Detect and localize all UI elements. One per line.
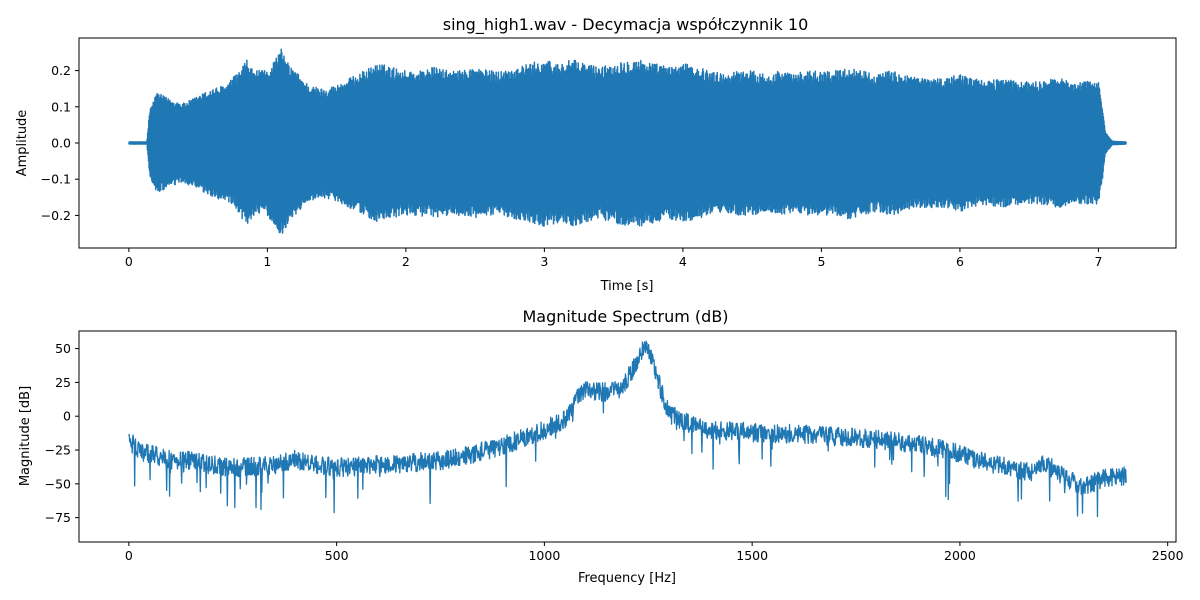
x-tick-label: 7 [1094,254,1102,269]
waveform-series-line [128,48,1127,234]
y-tick-label: −75 [45,510,71,525]
y-tick-label: 50 [55,341,71,356]
spectrum-data [128,340,1127,518]
x-tick-label: 6 [956,254,964,269]
y-tick-label: 0.0 [51,136,71,151]
waveform-x-ticks: 0 1 2 3 4 5 6 7 [125,248,1102,269]
x-tick-label: 1 [263,254,271,269]
y-tick-label: 0 [63,409,71,424]
y-tick-label: −0.1 [41,172,71,187]
spectrum-axes-frame [78,330,1177,543]
spectrum-title: Magnitude Spectrum (dB) [522,307,728,326]
y-tick-label: 25 [55,375,71,390]
spectrum-series-line [128,340,1127,518]
waveform-y-label: Amplitude [15,110,30,177]
y-tick-label: −50 [45,476,71,491]
x-tick-label: 3 [540,254,548,269]
spectrum-y-label: Magnitude [dB] [18,386,33,486]
waveform-title: sing_high1.wav - Decymacja współczynnik … [443,15,809,35]
waveform-data [128,48,1127,234]
x-tick-label: 4 [679,254,687,269]
x-tick-label: 1500 [736,548,768,563]
x-tick-label: 0 [125,254,133,269]
y-tick-label: 0.2 [51,63,71,78]
waveform-subplot: sing_high1.wav - Decymacja współczynnik … [15,15,1177,294]
x-tick-label: 5 [817,254,825,269]
x-tick-label: 0 [125,548,133,563]
spectrum-subplot: Magnitude Spectrum (dB) 0 500 1000 1500 2000… [18,307,1184,586]
spectrum-x-ticks: 0 500 1000 1500 2000 2500 [125,542,1184,563]
x-tick-label: 1000 [528,548,560,563]
spectrum-y-ticks: −75 −50 −25 0 25 50 [45,341,79,525]
x-tick-label: 2000 [944,548,976,563]
x-tick-label: 2500 [1152,548,1184,563]
x-tick-label: 2 [402,254,410,269]
waveform-x-label: Time [s] [600,279,654,294]
waveform-y-ticks: −0.2 −0.1 0.0 0.1 0.2 [41,63,79,223]
x-tick-label: 500 [325,548,349,563]
y-tick-label: −0.2 [41,208,71,223]
spectrum-x-label: Frequency [Hz] [578,571,676,586]
y-tick-label: −25 [45,443,71,458]
y-tick-label: 0.1 [51,99,71,114]
